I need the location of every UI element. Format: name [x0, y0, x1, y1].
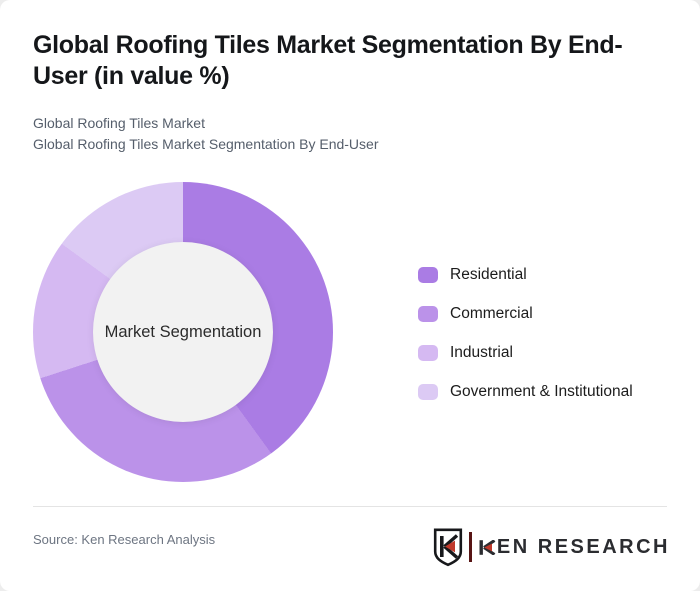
legend-label: Government & Institutional [450, 383, 633, 400]
ken-research-logo: EN RESEARCH [433, 527, 670, 567]
brand-wordmark: EN RESEARCH [479, 536, 670, 559]
legend-item-government-institutional: Government & Institutional [418, 383, 633, 400]
wordmark-k-icon [479, 539, 496, 555]
donut-center: Market Segmentation [93, 242, 273, 422]
source-note: Source: Ken Research Analysis [33, 532, 216, 547]
chart-subtitle: Global Roofing Tiles Market Global Roofi… [33, 113, 663, 155]
donut-chart: Market Segmentation [33, 182, 333, 482]
legend-label: Industrial [450, 344, 513, 361]
page-title-line-1: Global Roofing Tiles Market Segmentation… [33, 31, 623, 59]
legend-label: Residential [450, 266, 527, 283]
legend-swatch-government-institutional [418, 384, 438, 400]
legend-swatch-commercial [418, 306, 438, 322]
shield-k-icon [434, 528, 463, 566]
legend-item-commercial: Commercial [418, 305, 633, 322]
legend-item-industrial: Industrial [418, 344, 633, 361]
subtitle-line-1: Global Roofing Tiles Market [33, 115, 205, 131]
page-title: Global Roofing Tiles Market Segmentation… [33, 30, 663, 92]
subtitle-line-2: Global Roofing Tiles Market Segmentation… [33, 136, 379, 152]
chart-legend: Residential Commercial Industrial Govern… [418, 266, 633, 423]
legend-label: Commercial [450, 305, 533, 322]
page-title-line-2: User (in value %) [33, 62, 230, 90]
donut-center-label: Market Segmentation [104, 322, 262, 341]
legend-swatch-residential [418, 267, 438, 283]
brand-wordmark-text: EN RESEARCH [496, 535, 670, 558]
legend-swatch-industrial [418, 345, 438, 361]
legend-item-residential: Residential [418, 266, 633, 283]
footer-divider [33, 506, 667, 507]
logo-separator-bar [469, 532, 472, 562]
